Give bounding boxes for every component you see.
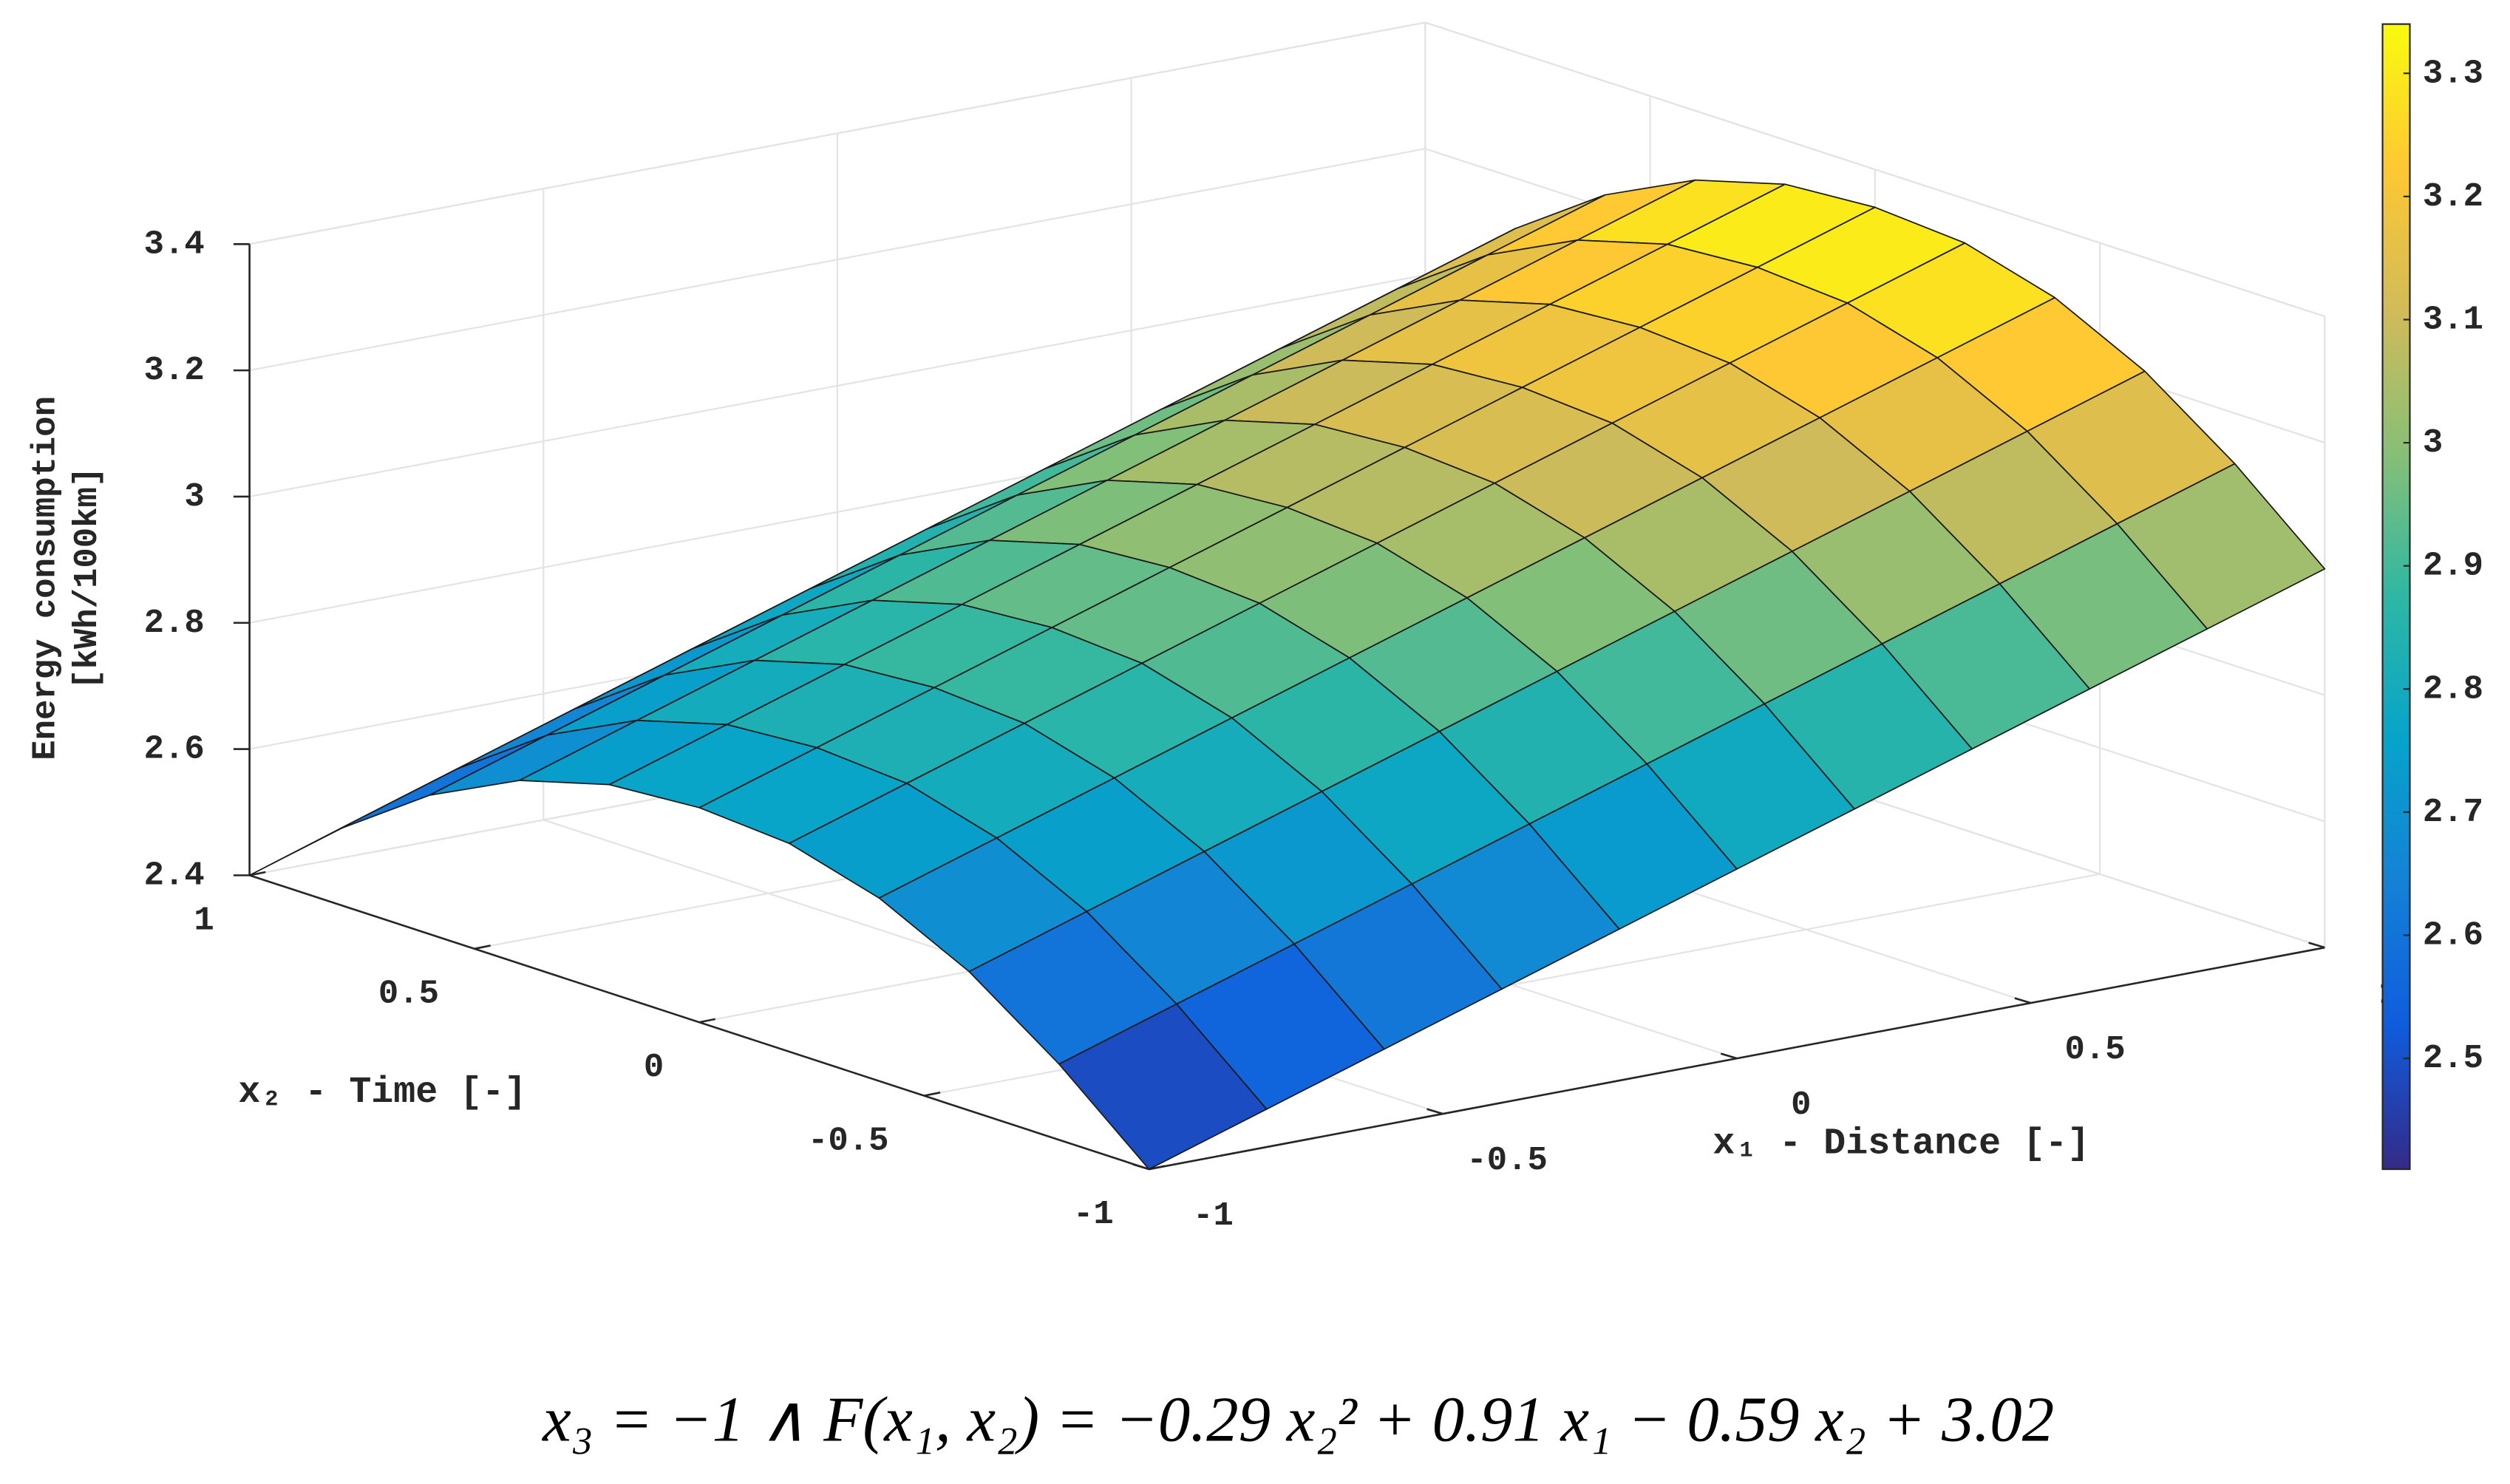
tick-mark <box>1132 1163 1149 1171</box>
tick-mark <box>924 1092 941 1097</box>
equation: x₃ = −1 ∧ F(x₁, x₂) = −0.29 x₂² + 0.91 x… <box>541 1384 2054 1455</box>
x-axis-label: x₁ - Distance [-] <box>1713 1123 2089 1165</box>
x-tick-label: 0 <box>1791 1086 1811 1124</box>
y-tick-label: 0 <box>644 1048 664 1086</box>
colorbar-tick-label: 3.1 <box>2423 301 2483 339</box>
tick-mark <box>2014 997 2032 1004</box>
z-tick-label: 2.6 <box>144 730 205 769</box>
tick-mark <box>474 944 491 950</box>
tick-mark <box>1149 1165 1166 1171</box>
tick-mark <box>2308 942 2325 949</box>
z-tick-label: 3.2 <box>144 351 205 389</box>
colorbar-tick-label: 2.5 <box>2423 1039 2483 1078</box>
colorbar-tick-label: 3.3 <box>2423 54 2483 92</box>
tick-mark <box>1426 1108 1443 1115</box>
colorbar-tick-label: 2.8 <box>2423 670 2483 708</box>
z-tick-label: 3.4 <box>144 225 205 263</box>
z-tick-label: 2.4 <box>144 856 205 894</box>
surface-patch <box>1058 1003 1268 1170</box>
surface <box>248 179 2326 1170</box>
z-tick-label: 2.8 <box>144 604 205 642</box>
y-tick-label: -1 <box>1073 1195 1114 1233</box>
colorbar <box>2381 23 2411 1171</box>
surface-patch <box>339 734 548 830</box>
colorbar-tick-label: 3 <box>2423 423 2443 462</box>
tick-mark <box>249 871 266 877</box>
colorbar-tick-label: 2.6 <box>2423 916 2483 955</box>
y-axis-label: x₂ - Time [-] <box>238 1072 526 1114</box>
x-tick-label: -0.5 <box>1466 1141 1548 1180</box>
colorbar-tick-label: 3.2 <box>2423 177 2483 216</box>
y-tick-label: 0.5 <box>378 975 439 1013</box>
colorbar-tick-label: 2.7 <box>2423 793 2483 831</box>
tick-mark <box>1720 1052 1738 1060</box>
z-axis-label-line: [kWh/100km] <box>68 467 106 690</box>
z-axis-label: Energy consumption [kWh/100km] <box>27 396 107 760</box>
tick-mark <box>698 1018 716 1024</box>
z-axis-label-line: Energy consumption <box>27 396 65 760</box>
z-tick-label: 3 <box>184 477 204 516</box>
x-tick-label: -1 <box>1193 1197 1234 1235</box>
colorbar-tick-label: 2.9 <box>2423 547 2483 585</box>
y-tick-label: -0.5 <box>808 1122 889 1160</box>
y-tick-label: 1 <box>194 901 214 939</box>
x-tick-label: 0.5 <box>2064 1030 2125 1069</box>
